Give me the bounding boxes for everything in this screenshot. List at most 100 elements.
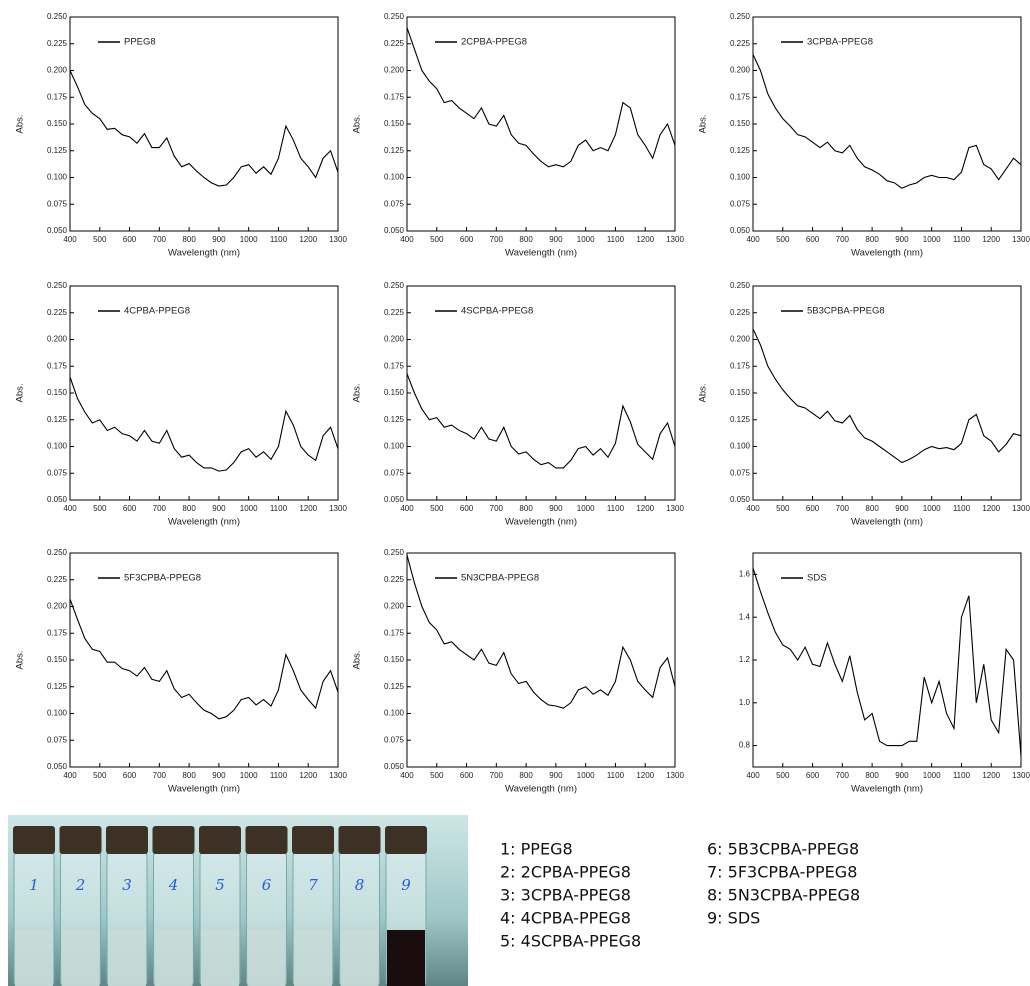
vial-number: 7 xyxy=(308,876,318,894)
x-tick-label: 1000 xyxy=(577,235,595,244)
x-tick-label: 1100 xyxy=(270,504,288,513)
x-tick-label: 700 xyxy=(490,771,504,780)
legend-label: 5N3CPBA-PPEG8 xyxy=(461,573,539,584)
y-tick-label: 0.150 xyxy=(384,119,405,128)
vial-liquid xyxy=(154,930,193,986)
x-tick-label: 500 xyxy=(93,235,107,244)
y-tick-label: 0.075 xyxy=(384,199,405,208)
x-tick-label: 1000 xyxy=(240,504,258,513)
legend-label: 4SCPBA-PPEG8 xyxy=(461,306,533,317)
key-item: 1: PPEG8 xyxy=(500,840,573,859)
x-tick-label: 600 xyxy=(460,771,474,780)
vial-cap xyxy=(245,826,288,854)
x-axis-label: Wavelength (nm) xyxy=(505,517,577,528)
y-tick-label: 0.200 xyxy=(730,335,751,344)
x-tick-label: 700 xyxy=(153,235,167,244)
y-tick-label: 0.225 xyxy=(730,308,751,317)
x-tick-label: 400 xyxy=(400,504,414,513)
y-tick-label: 0.175 xyxy=(384,361,405,370)
x-tick-label: 800 xyxy=(182,235,196,244)
vial-cap xyxy=(152,826,195,854)
legend-label: 5F3CPBA-PPEG8 xyxy=(124,573,201,584)
y-tick-label: 0.100 xyxy=(47,709,68,718)
y-tick-label: 0.250 xyxy=(730,281,751,290)
x-tick-label: 800 xyxy=(865,771,879,780)
x-tick-label: 400 xyxy=(400,235,414,244)
y-tick-label: 0.200 xyxy=(47,602,68,611)
key-item: 3: 3CPBA-PPEG8 xyxy=(500,886,631,905)
x-tick-label: 1300 xyxy=(1012,235,1030,244)
plot-frame xyxy=(752,552,1022,768)
x-tick-label: 500 xyxy=(776,235,790,244)
x-axis-label: Wavelength (nm) xyxy=(851,517,923,528)
x-tick-label: 1000 xyxy=(923,771,941,780)
x-tick-label: 600 xyxy=(123,504,137,513)
x-tick-label: 900 xyxy=(895,771,909,780)
y-tick-label: 0.8 xyxy=(739,741,751,750)
y-tick-label: 0.175 xyxy=(47,92,68,101)
x-tick-label: 800 xyxy=(182,504,196,513)
y-tick-label: 0.225 xyxy=(384,575,405,584)
y-tick-label: 0.125 xyxy=(384,415,405,424)
y-axis-label: Abs. xyxy=(15,383,26,402)
plot-frame xyxy=(406,285,676,501)
y-tick-label: 0.200 xyxy=(730,66,751,75)
vial-liquid xyxy=(247,930,286,986)
x-tick-label: 1100 xyxy=(607,504,625,513)
x-tick-label: 400 xyxy=(63,504,77,513)
vial-number: 2 xyxy=(75,876,86,894)
x-tick-label: 400 xyxy=(746,771,760,780)
y-axis-label: Abs. xyxy=(15,650,26,669)
vial-cap xyxy=(59,826,102,854)
x-tick-label: 700 xyxy=(153,771,167,780)
x-tick-label: 1100 xyxy=(607,235,625,244)
y-tick-label: 0.150 xyxy=(384,388,405,397)
key-item: 9: SDS xyxy=(707,909,760,928)
x-tick-label: 900 xyxy=(549,504,563,513)
y-tick-label: 0.100 xyxy=(47,173,68,182)
vial-number: 5 xyxy=(215,876,225,894)
x-tick-label: 900 xyxy=(212,504,226,513)
y-tick-label: 0.200 xyxy=(384,335,405,344)
x-tick-label: 800 xyxy=(519,235,533,244)
x-tick-label: 500 xyxy=(430,504,444,513)
y-tick-label: 0.075 xyxy=(384,468,405,477)
x-tick-label: 1300 xyxy=(666,504,684,513)
spectrum-line xyxy=(406,27,676,168)
spectrum-line xyxy=(69,376,339,472)
legend-label: 3CPBA-PPEG8 xyxy=(807,37,873,48)
plot-frame xyxy=(752,285,1022,501)
y-tick-label: 0.150 xyxy=(47,388,68,397)
y-tick-label: 0.125 xyxy=(730,146,751,155)
vial-number: 1 xyxy=(29,876,39,894)
x-tick-label: 1100 xyxy=(270,235,288,244)
x-tick-label: 900 xyxy=(212,771,226,780)
y-axis-label: Abs. xyxy=(15,114,26,133)
x-tick-label: 600 xyxy=(460,235,474,244)
x-tick-label: 600 xyxy=(806,504,820,513)
x-tick-label: 500 xyxy=(93,771,107,780)
x-tick-label: 1000 xyxy=(923,235,941,244)
y-tick-label: 0.250 xyxy=(384,548,405,557)
x-tick-label: 1200 xyxy=(982,771,1000,780)
key-item: 5: 4SCPBA-PPEG8 xyxy=(500,932,641,951)
x-tick-label: 1100 xyxy=(953,504,971,513)
x-tick-label: 500 xyxy=(776,504,790,513)
y-tick-label: 0.150 xyxy=(47,119,68,128)
y-tick-label: 0.200 xyxy=(47,66,68,75)
x-tick-label: 400 xyxy=(63,235,77,244)
x-tick-label: 1300 xyxy=(1012,771,1030,780)
x-tick-label: 700 xyxy=(153,504,167,513)
x-tick-label: 1300 xyxy=(1012,504,1030,513)
x-tick-label: 1200 xyxy=(636,771,654,780)
y-tick-label: 0.100 xyxy=(730,173,751,182)
plot-frame xyxy=(69,16,339,232)
x-tick-label: 900 xyxy=(895,504,909,513)
x-tick-label: 1300 xyxy=(666,235,684,244)
y-tick-label: 0.050 xyxy=(730,226,751,235)
x-tick-label: 800 xyxy=(865,235,879,244)
y-tick-label: 0.100 xyxy=(47,442,68,451)
vial-number: 6 xyxy=(262,876,272,894)
y-tick-label: 0.225 xyxy=(47,308,68,317)
x-tick-label: 1000 xyxy=(240,235,258,244)
